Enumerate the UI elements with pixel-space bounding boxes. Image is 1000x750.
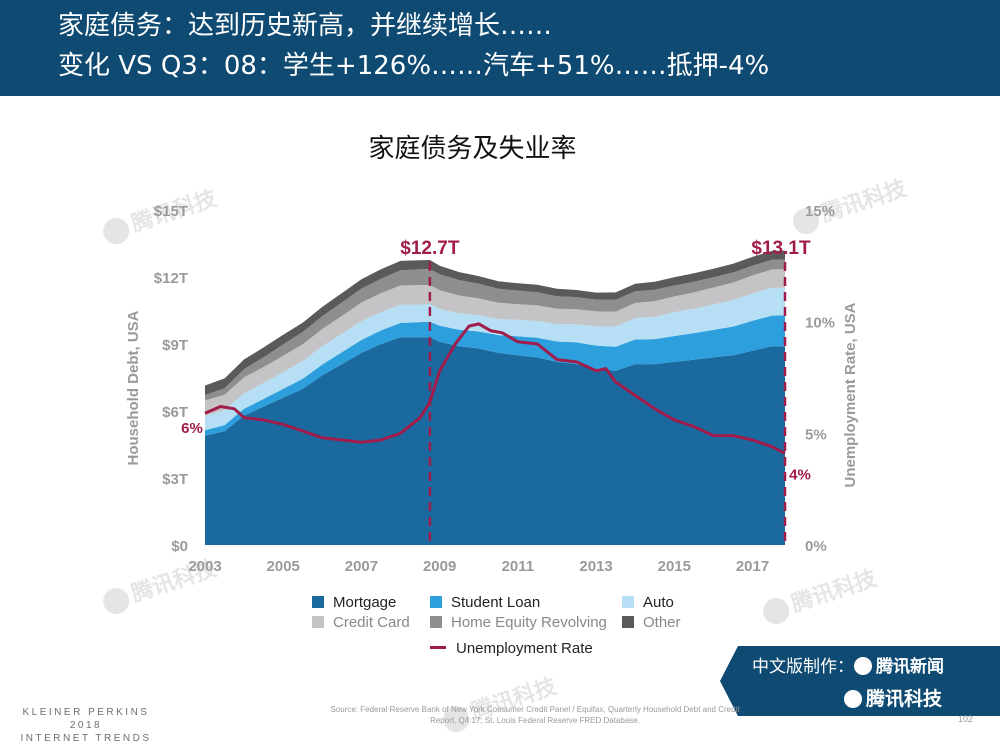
- kp-line-2: 2018: [69, 720, 103, 731]
- area-other: [205, 250, 785, 396]
- legend-swatch-credit-card: [312, 616, 324, 628]
- credit-box: 中文版制作： 腾讯新闻 腾讯科技: [720, 646, 1000, 716]
- tencent-news-logo-icon: [854, 657, 872, 675]
- unemployment-rate-line: [204, 322, 786, 455]
- kp-line-3: INTERNET TRENDS: [20, 733, 152, 744]
- legend-swatch-home-equity: [430, 616, 442, 628]
- header-line-1: 家庭债务：达到历史新高，并继续增长……: [58, 11, 553, 41]
- unemployment-end-label: 4%: [789, 466, 811, 483]
- legend-label-auto: Auto: [643, 594, 674, 611]
- debt-unemployment-chart: $12.7T $13.1T 6% 4% $0 $3T $6T $9T $12T $15T 0% 5% 1…: [125, 203, 859, 575]
- y-tick-label: $3T: [162, 471, 188, 488]
- legend-item-mortgage: Mortgage: [312, 594, 396, 611]
- x-tick-label: 2005: [267, 558, 300, 575]
- legend-label-unemployment: Unemployment Rate: [456, 640, 593, 657]
- peak-label-2: $13.1T: [751, 238, 811, 259]
- area-mortgage: [205, 337, 785, 545]
- y-tick-label: $15T: [154, 203, 188, 220]
- legend-item-student-loan: Student Loan: [430, 594, 540, 611]
- chart-title: 家庭债务及失业率: [368, 134, 577, 164]
- watermark-logo-icon: [759, 594, 793, 628]
- area-home-equity-revolving: [205, 259, 785, 401]
- x-tick-label: 2017: [736, 558, 769, 575]
- legend-item-unemployment: Unemployment Rate: [430, 640, 593, 657]
- legend-label-student-loan: Student Loan: [451, 594, 541, 611]
- y2-tick-label: 0%: [805, 538, 827, 555]
- legend-label-mortgage: Mortgage: [333, 594, 397, 611]
- area-credit-card: [205, 269, 785, 416]
- y-tick-label: $0: [171, 538, 188, 555]
- credit-line-2: 腾讯科技: [844, 684, 942, 711]
- credit-box-arrow: [720, 646, 738, 716]
- legend-label-other: Other: [643, 614, 681, 631]
- page-number: 102: [958, 714, 974, 724]
- legend-label-home-equity: Home Equity Revolving: [451, 614, 607, 631]
- x-tick-label: 2013: [579, 558, 612, 575]
- y2-tick-label: 15%: [805, 203, 835, 220]
- legend-item-credit-card: Credit Card: [312, 614, 410, 631]
- legend-swatch-other: [622, 616, 634, 628]
- credit-line-1: 中文版制作： 腾讯新闻: [752, 652, 944, 677]
- kleiner-perkins-logo: KLEINER PERKINS 2018 INTERNET TRENDS: [16, 706, 156, 745]
- watermark-logo-icon: [99, 584, 133, 618]
- credit-prefix: 中文版制作：: [752, 657, 854, 677]
- y-tick-label: $12T: [154, 270, 188, 287]
- y2-tick-label: 10%: [805, 315, 835, 332]
- x-tick-label: 2007: [345, 558, 378, 575]
- unemployment-start-label: 6%: [181, 420, 203, 437]
- y-tick-label: $9T: [162, 337, 188, 354]
- y-tick-label: $6T: [162, 404, 188, 421]
- legend-item-home-equity: Home Equity Revolving: [430, 614, 607, 631]
- kp-line-1: KLEINER PERKINS: [22, 707, 150, 718]
- source-note: Source: Federal Reserve Bank of New York…: [330, 705, 740, 725]
- tencent-tech-logo-icon: [844, 690, 862, 708]
- legend-swatch-student-loan: [430, 596, 442, 608]
- credit-brand-tech: 腾讯科技: [866, 688, 943, 710]
- legend-item-auto: Auto: [622, 594, 674, 611]
- x-tick-label: 2003: [188, 558, 221, 575]
- x-tick-label: 2015: [658, 558, 691, 575]
- legend-item-other: Other: [622, 614, 681, 631]
- legend-swatch-auto: [622, 596, 634, 608]
- area-auto: [205, 287, 785, 431]
- slide-header: 家庭债务：达到历史新高，并继续增长…… 变化 VS Q3：08：学生+126%……: [0, 0, 1000, 96]
- credit-brand-news: 腾讯新闻: [876, 657, 944, 677]
- y-axis-label: Household Debt, USA: [125, 310, 142, 465]
- legend-label-credit-card: Credit Card: [333, 614, 410, 631]
- legend-swatch-unemployment: [430, 646, 446, 649]
- y2-axis-label: Unemployment Rate, USA: [842, 302, 859, 487]
- legend-swatch-mortgage: [312, 596, 324, 608]
- peak-label-1: $12.7T: [400, 238, 460, 259]
- x-tick-label: 2011: [502, 558, 535, 575]
- area-student-loan: [205, 315, 785, 436]
- x-tick-label: 2009: [423, 558, 456, 575]
- chart-legend: Mortgage Student Loan Auto Credit Card H…: [312, 594, 732, 664]
- y2-tick-label: 5%: [805, 426, 827, 443]
- header-line-2: 变化 VS Q3：08：学生+126%……汽车+51%……抵押-4%: [58, 51, 770, 81]
